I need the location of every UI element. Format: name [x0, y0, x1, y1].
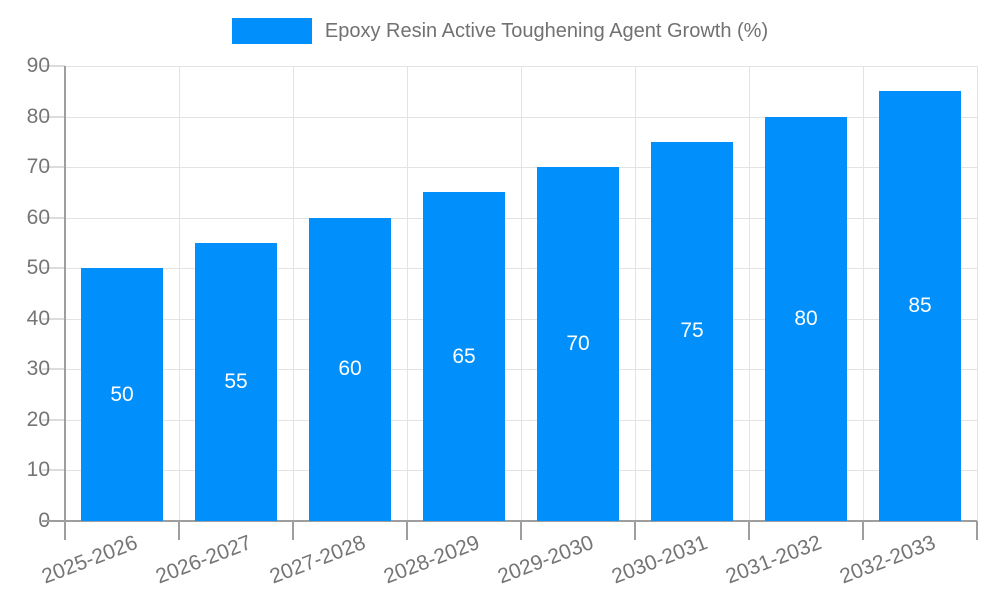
- y-axis-label: 80: [26, 104, 50, 128]
- x-axis-label: 2031-2032: [722, 531, 825, 589]
- y-axis-tick: [42, 166, 65, 169]
- legend[interactable]: Epoxy Resin Active Toughening Agent Grow…: [0, 18, 1000, 44]
- bar-value-label: 70: [566, 332, 590, 356]
- bar[interactable]: [879, 91, 961, 521]
- x-axis-label: 2028-2029: [380, 531, 483, 589]
- y-axis-tick: [42, 317, 65, 320]
- y-axis-label: 20: [26, 407, 50, 431]
- y-axis-tick: [42, 469, 65, 472]
- y-axis-label: 90: [26, 54, 50, 77]
- y-axis-label: 60: [26, 205, 50, 229]
- y-axis-label: 40: [26, 306, 50, 330]
- x-axis-label: 2032-2033: [836, 531, 939, 589]
- bar[interactable]: [309, 217, 391, 521]
- x-axis-line: [42, 520, 977, 522]
- y-axis-tick: [42, 418, 65, 421]
- y-axis-tick: [42, 216, 65, 219]
- y-axis-tick: [42, 65, 65, 67]
- x-axis-label: 2029-2030: [494, 531, 597, 589]
- y-axis-label: 10: [26, 458, 50, 482]
- gridline-vertical: [749, 66, 750, 521]
- bar-value-label: 50: [110, 382, 134, 406]
- x-axis-tick: [178, 521, 180, 540]
- y-axis-label: 70: [26, 155, 50, 179]
- gridline-vertical: [407, 66, 408, 521]
- bar[interactable]: [651, 141, 733, 521]
- x-axis-tick: [748, 521, 750, 540]
- gridline-vertical: [293, 66, 294, 521]
- x-axis-tick: [976, 521, 978, 540]
- bar[interactable]: [537, 167, 619, 521]
- bar[interactable]: [423, 192, 505, 521]
- bar-value-label: 85: [908, 294, 932, 318]
- x-axis-tick: [634, 521, 636, 540]
- x-axis-tick: [292, 521, 294, 540]
- y-axis-line: [64, 66, 66, 540]
- y-axis-tick: [42, 368, 65, 371]
- x-axis-label: 2027-2028: [266, 531, 369, 589]
- x-axis-tick: [862, 521, 864, 540]
- gridline-vertical: [863, 66, 864, 521]
- x-axis-tick: [406, 521, 408, 540]
- bar[interactable]: [195, 242, 277, 521]
- gridline-vertical: [977, 66, 978, 521]
- x-axis-label: 2030-2031: [608, 531, 711, 589]
- y-axis-tick: [42, 115, 65, 118]
- legend-swatch: [231, 18, 312, 44]
- legend-label: Epoxy Resin Active Toughening Agent Grow…: [324, 19, 769, 42]
- bar-value-label: 80: [794, 306, 818, 330]
- x-axis-tick: [520, 521, 522, 540]
- x-axis-label: 2026-2027: [152, 531, 255, 589]
- bar[interactable]: [765, 116, 847, 521]
- y-axis-label: 30: [26, 357, 50, 381]
- bar-value-label: 75: [680, 319, 704, 343]
- y-axis-tick: [42, 267, 65, 270]
- bar-value-label: 60: [338, 357, 362, 381]
- gridline-vertical: [179, 66, 180, 521]
- bar[interactable]: [81, 268, 163, 521]
- gridline-vertical: [635, 66, 636, 521]
- y-axis-label: 50: [26, 256, 50, 280]
- gridline-vertical: [521, 66, 522, 521]
- bar-value-label: 55: [224, 369, 248, 393]
- x-axis-label: 2025-2026: [38, 531, 141, 589]
- bar-value-label: 65: [452, 344, 476, 368]
